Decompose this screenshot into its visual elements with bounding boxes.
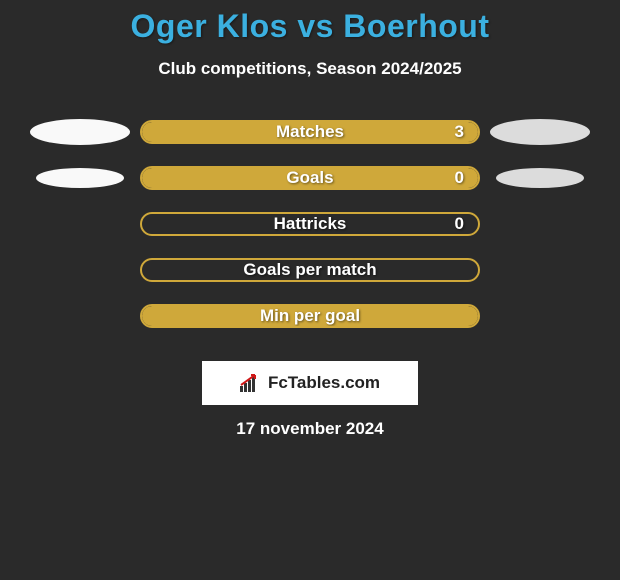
stat-row: Hattricks0 [0,201,620,247]
stat-row: Min per goal [0,293,620,339]
stats-rows: Matches3Goals0Hattricks0Goals per matchM… [0,109,620,339]
stat-label: Hattricks [142,214,478,234]
stat-label: Matches [142,122,478,142]
stat-value: 0 [455,214,464,234]
bars-arrow-icon [240,374,262,392]
stat-label: Goals per match [142,260,478,280]
stat-bar: Goals per match [140,258,480,282]
stat-row: Matches3 [0,109,620,155]
logo-box: FcTables.com [202,361,418,405]
club-badge-left [36,168,124,188]
stat-label: Goals [142,168,478,188]
club-badge-left [30,119,130,145]
stat-label: Min per goal [142,306,478,326]
stat-row: Goals0 [0,155,620,201]
right-badge-slot [480,119,600,145]
stat-value: 3 [455,122,464,142]
page-title: Oger Klos vs Boerhout [0,8,620,45]
stat-bar: Hattricks0 [140,212,480,236]
stat-row: Goals per match [0,247,620,293]
stats-container: Oger Klos vs Boerhout Club competitions,… [0,0,620,439]
right-badge-slot [480,168,600,188]
logo-text: FcTables.com [268,373,380,393]
stat-bar: Goals0 [140,166,480,190]
club-badge-right [490,119,590,145]
left-badge-slot [20,168,140,188]
subtitle: Club competitions, Season 2024/2025 [0,59,620,79]
club-badge-right [496,168,584,188]
date-text: 17 november 2024 [0,419,620,439]
stat-value: 0 [455,168,464,188]
left-badge-slot [20,119,140,145]
stat-bar: Matches3 [140,120,480,144]
stat-bar: Min per goal [140,304,480,328]
